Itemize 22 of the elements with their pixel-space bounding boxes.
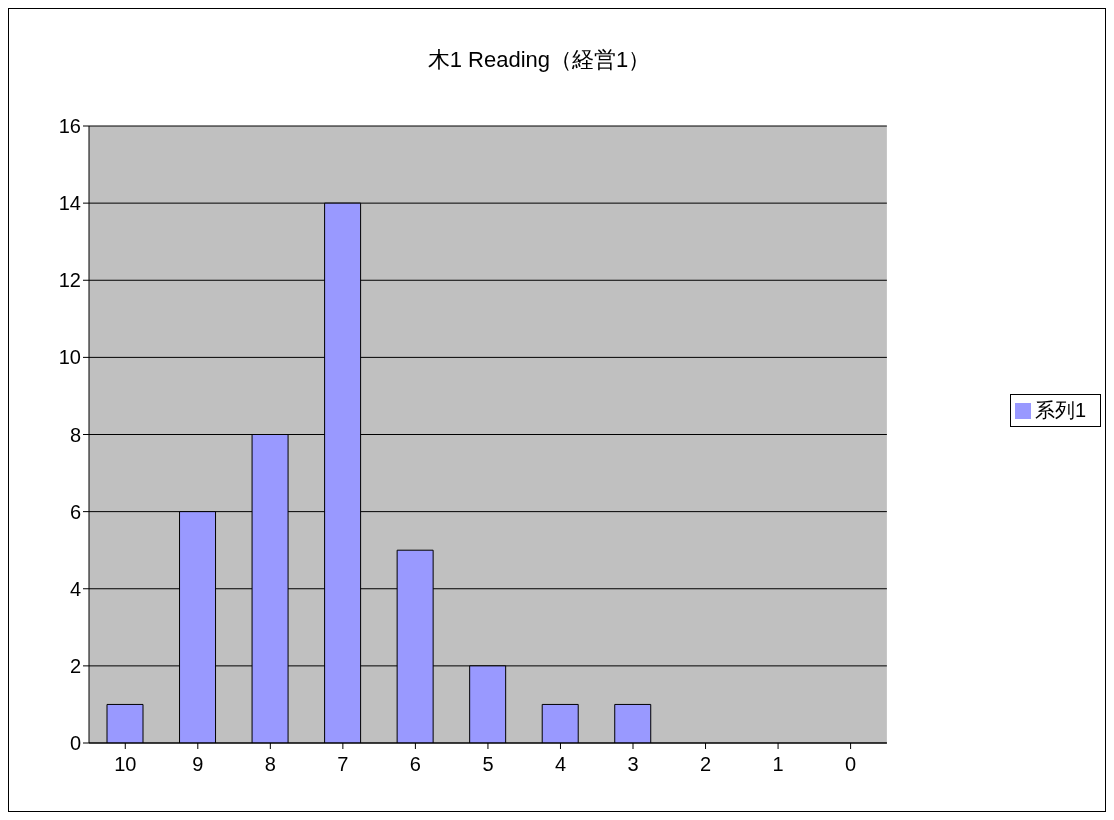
chart-title: 木1 Reading（経営1） (426, 46, 652, 74)
x-tick-label: 8 (264, 753, 276, 776)
x-tick-label: 0 (845, 753, 857, 776)
y-tick-label: 8 (69, 423, 81, 446)
y-tick-label: 12 (58, 269, 81, 292)
x-tick-label: 4 (554, 753, 567, 776)
y-tick-label: 0 (69, 732, 81, 755)
y-tick-label: 16 (58, 115, 81, 138)
y-tick-label: 14 (58, 192, 81, 215)
y-tick-label: 10 (58, 346, 81, 369)
legend-label: 系列1 (1034, 398, 1086, 421)
x-tick-label: 6 (409, 753, 421, 776)
x-tick-label: 1 (772, 753, 784, 776)
x-tick-label: 10 (114, 753, 137, 776)
y-tick-label: 4 (69, 577, 81, 600)
x-tick-label: 9 (192, 753, 204, 776)
x-tick-label: 5 (482, 753, 494, 776)
y-tick-label: 2 (69, 654, 81, 677)
x-tick-label: 3 (627, 753, 639, 776)
x-tick-label: 2 (699, 753, 712, 776)
x-tick-label: 7 (337, 753, 349, 776)
y-tick-label: 6 (69, 500, 81, 523)
